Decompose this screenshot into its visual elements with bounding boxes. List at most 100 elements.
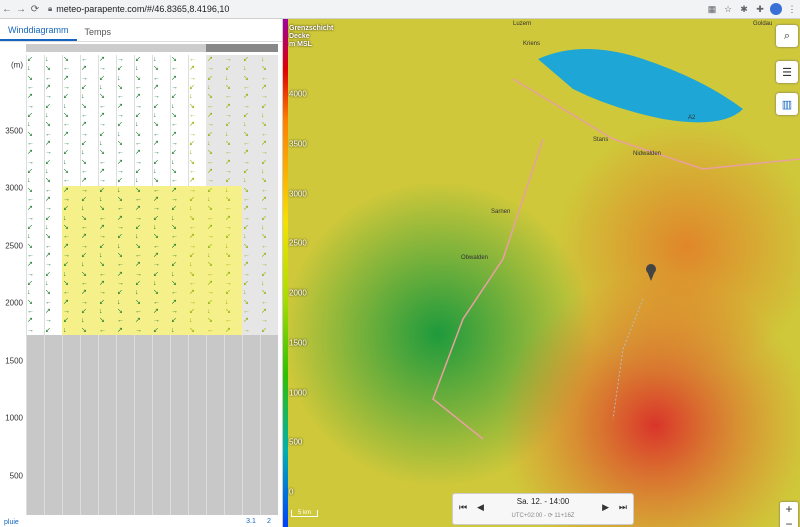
wind-arrow-icon: ← (135, 84, 142, 91)
wind-cell: → (242, 101, 260, 111)
chart-button[interactable]: ▥ (776, 93, 798, 115)
wind-arrow-icon: ↗ (135, 261, 141, 269)
wind-cell: → (188, 74, 206, 83)
wind-arrow-icon: ↙ (117, 233, 123, 241)
wind-cell: ↗ (152, 251, 170, 261)
wind-arrow-icon: ← (243, 308, 250, 315)
back-icon[interactable]: ← (2, 3, 12, 15)
puzzle-icon[interactable]: ✚ (756, 3, 764, 14)
wind-arrow-icon: ↓ (135, 233, 139, 241)
tab-winddiagramm[interactable]: Winddiagramm (0, 25, 77, 41)
wind-arrow-icon: ↗ (153, 84, 159, 91)
wind-arrow-icon: ↘ (99, 149, 105, 157)
wind-cell: ↗ (44, 195, 62, 204)
next-icon[interactable]: ▶ (602, 502, 609, 512)
tab-temps[interactable]: Temps (84, 27, 112, 37)
wind-cell: ← (242, 307, 260, 317)
wind-arrow-icon: ↙ (207, 74, 213, 82)
wind-cell: → (152, 204, 170, 214)
wind-cell: → (206, 120, 224, 130)
address-bar[interactable]: 🔒︎ meteo-parapente.com/#/46.8365,8.4196,… (48, 4, 704, 14)
wind-cell: ↙ (206, 241, 224, 251)
reload-icon[interactable]: ⟳ (30, 3, 40, 15)
zoom-control[interactable]: + − (780, 502, 798, 527)
wind-cell: → (152, 92, 170, 101)
wind-arrow-icon: ← (243, 196, 250, 203)
wind-arrow-icon: ↓ (117, 298, 121, 306)
time-control[interactable]: ⏮ ◀ ▶ ⏭ Sa. 12. - 14:00 UTC+02:00 - ⟳ 11… (452, 493, 634, 525)
wind-arrow-icon: → (45, 149, 52, 157)
map-view[interactable]: 4000 3500 3000 2500 2000 1500 1000 500 0 Grenzsc… (283, 19, 800, 527)
wind-arrow-icon: → (207, 121, 214, 129)
last-icon[interactable]: ⏭ (618, 502, 627, 512)
wind-arrow-icon: ↗ (207, 168, 213, 175)
wind-cell: ↘ (62, 167, 80, 176)
wind-cell: ↙ (26, 55, 44, 64)
hour-column[interactable] (44, 55, 63, 515)
wind-arrow-icon: ← (81, 224, 88, 231)
place-label: Goldau (753, 21, 773, 27)
wind-arrow-icon: ↓ (117, 242, 121, 250)
wind-cell: → (116, 223, 134, 233)
wind-arrow-icon: ↗ (189, 289, 195, 297)
wind-arrow-icon: ↗ (261, 140, 267, 147)
wind-arrow-icon: → (117, 280, 124, 287)
wind-arrow-icon: → (225, 168, 232, 175)
wind-arrow-icon: ↘ (225, 308, 231, 315)
wind-arrow-icon: ↘ (63, 280, 69, 287)
wind-cell: ↘ (98, 92, 116, 101)
wind-cell: ↓ (62, 158, 80, 167)
hour-column[interactable] (26, 55, 45, 515)
wind-cell: ↘ (116, 251, 134, 261)
wind-arrow-icon: ↓ (63, 270, 67, 278)
wind-arrow-icon: → (261, 93, 268, 101)
wind-cell: ↙ (98, 185, 116, 195)
avatar[interactable] (770, 3, 782, 15)
bar-chart-icon: ▥ (781, 98, 793, 111)
wind-arrow-icon: ↙ (171, 317, 177, 325)
qr-icon[interactable]: ▦ (707, 3, 717, 14)
terrain-map[interactable] (283, 19, 800, 527)
zoom-out-button[interactable]: − (785, 517, 793, 527)
wind-arrow-icon: ← (27, 252, 34, 259)
wind-cell: → (44, 204, 62, 213)
wind-arrow-icon: ↗ (171, 186, 177, 194)
location-pin[interactable] (646, 264, 656, 281)
wind-arrow-icon: → (171, 308, 178, 315)
wind-cell: ↘ (116, 139, 134, 148)
extension-icon[interactable]: ✱ (740, 3, 748, 14)
zoom-in-button[interactable]: + (785, 502, 793, 516)
wind-cell: ↘ (152, 64, 170, 73)
wind-arrow-icon: → (189, 298, 196, 306)
wind-cell: → (260, 316, 278, 326)
menu-icon[interactable]: ⋮ (787, 3, 797, 14)
first-icon[interactable]: ⏮ (459, 502, 468, 512)
wind-cell: ↓ (224, 129, 242, 139)
wind-cell: ↓ (116, 185, 134, 195)
wind-arrow-icon: ↗ (189, 177, 195, 185)
forward-icon[interactable]: → (16, 3, 26, 15)
search-button[interactable]: ⌕ (776, 25, 798, 47)
wind-arrow-icon: ↗ (117, 158, 123, 166)
wind-cell: → (98, 176, 116, 185)
wind-cell: ↓ (188, 260, 206, 270)
wind-cell: ← (98, 213, 116, 223)
wind-arrow-icon: → (63, 252, 70, 259)
wind-arrow-icon: → (27, 326, 34, 334)
wind-cell: ← (80, 111, 98, 120)
wind-arrow-icon: ↗ (261, 84, 267, 91)
wind-arrow-icon: ↗ (153, 252, 159, 259)
title-line: Decke (289, 33, 310, 40)
wind-cell: ↓ (26, 176, 44, 185)
wind-arrow-icon: ↙ (27, 56, 33, 63)
settings-button[interactable]: ☰ (776, 61, 798, 83)
wind-cell: ↙ (170, 260, 188, 270)
wind-cell: → (170, 251, 188, 261)
star-icon[interactable]: ☆ (723, 3, 733, 14)
wind-cell: ← (206, 269, 224, 279)
wind-cell: ↗ (242, 204, 260, 214)
prev-icon[interactable]: ◀ (477, 502, 484, 512)
wind-arrow-icon: ↓ (117, 74, 121, 82)
wind-arrow-icon: ↘ (63, 224, 69, 231)
wind-cell: ↓ (152, 279, 170, 289)
